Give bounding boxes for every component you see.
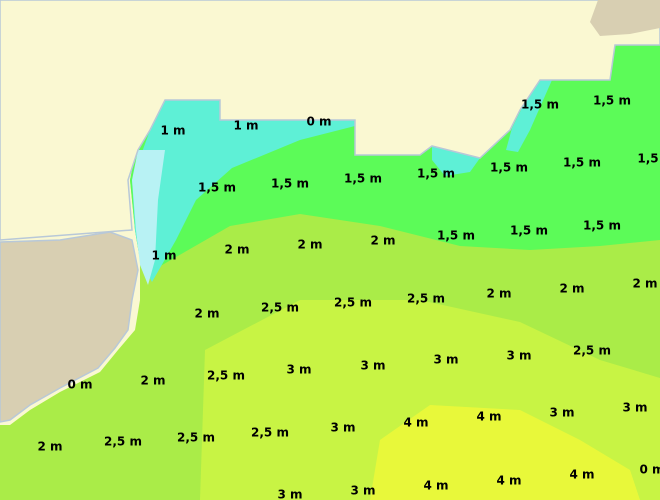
wave-label: 1,5 m bbox=[521, 98, 559, 112]
wave-label: 2 m bbox=[194, 307, 219, 321]
wave-label: 2,5 m bbox=[407, 292, 445, 306]
land-gray bbox=[590, 0, 660, 36]
wave-label: 3 m bbox=[277, 488, 302, 500]
wave-label: 3 m bbox=[549, 406, 574, 420]
wave-label: 4 m bbox=[569, 468, 594, 482]
wave-label: 1,5 m bbox=[417, 167, 455, 181]
wave-label: 3 m bbox=[506, 349, 531, 363]
coast-land bbox=[0, 0, 660, 241]
wave-label: 1,5 m bbox=[198, 181, 236, 195]
wave-label: 3 m bbox=[330, 421, 355, 435]
wave-label: 1 m bbox=[151, 249, 176, 263]
wave-label: 2 m bbox=[559, 282, 584, 296]
wave-label: 1,5 m bbox=[510, 224, 548, 238]
wave-label: 1,5 m bbox=[437, 229, 475, 243]
wave-label: 0 m bbox=[639, 463, 660, 477]
wave-label: 2,5 m bbox=[334, 296, 372, 310]
sea-aqua bbox=[132, 100, 355, 282]
wave-label: 1,5 bbox=[637, 152, 658, 166]
wave-label: 4 m bbox=[496, 474, 521, 488]
wave-label: 4 m bbox=[476, 410, 501, 424]
wave-label: 2,5 m bbox=[104, 435, 142, 449]
wave-label: 0 m bbox=[67, 378, 92, 392]
wave-label: 2 m bbox=[632, 277, 657, 291]
wave-label: 1,5 m bbox=[490, 161, 528, 175]
wave-label: 1 m bbox=[160, 124, 185, 138]
sea-aqua bbox=[506, 80, 552, 152]
label-layer: 1,5 m 1,5 m 1 m 1 m 0 m 1,5 m 1,5 m 1,5 m 1,5 m 1… bbox=[37, 94, 660, 500]
wave-label: 1,5 m bbox=[593, 94, 631, 108]
sea-shallow bbox=[132, 150, 165, 285]
wave-label: 0 m bbox=[306, 115, 331, 129]
wave-label: 2,5 m bbox=[261, 301, 299, 315]
wave-label: 2,5 m bbox=[573, 344, 611, 358]
wave-label: 4 m bbox=[423, 479, 448, 493]
wave-label: 1 m bbox=[233, 119, 258, 133]
wave-label: 3 m bbox=[350, 484, 375, 498]
wave-label: 3 m bbox=[360, 359, 385, 373]
land-gray bbox=[0, 231, 139, 423]
wave-label: 2 m bbox=[297, 238, 322, 252]
wave-label: 3 m bbox=[622, 401, 647, 415]
sea-aqua bbox=[432, 146, 480, 176]
wave-label: 2,5 m bbox=[251, 426, 289, 440]
wave-label: 2 m bbox=[140, 374, 165, 388]
wave-label: 2 m bbox=[224, 243, 249, 257]
wave-label: 1,5 m bbox=[344, 172, 382, 186]
wave-label: 4 m bbox=[403, 416, 428, 430]
wave-label: 1,5 m bbox=[271, 177, 309, 191]
wave-label: 2 m bbox=[486, 287, 511, 301]
wave-label: 3 m bbox=[433, 353, 458, 367]
wave-label: 1,5 m bbox=[563, 156, 601, 170]
wave-label: 2 m bbox=[370, 234, 395, 248]
sea-yellow bbox=[370, 405, 640, 500]
wave-label: 2,5 m bbox=[177, 431, 215, 445]
sea bbox=[0, 45, 660, 500]
wave-label: 3 m bbox=[286, 363, 311, 377]
wave-label: 2 m bbox=[37, 440, 62, 454]
wave-label: 1,5 m bbox=[583, 219, 621, 233]
wave-label: 2,5 m bbox=[207, 369, 245, 383]
